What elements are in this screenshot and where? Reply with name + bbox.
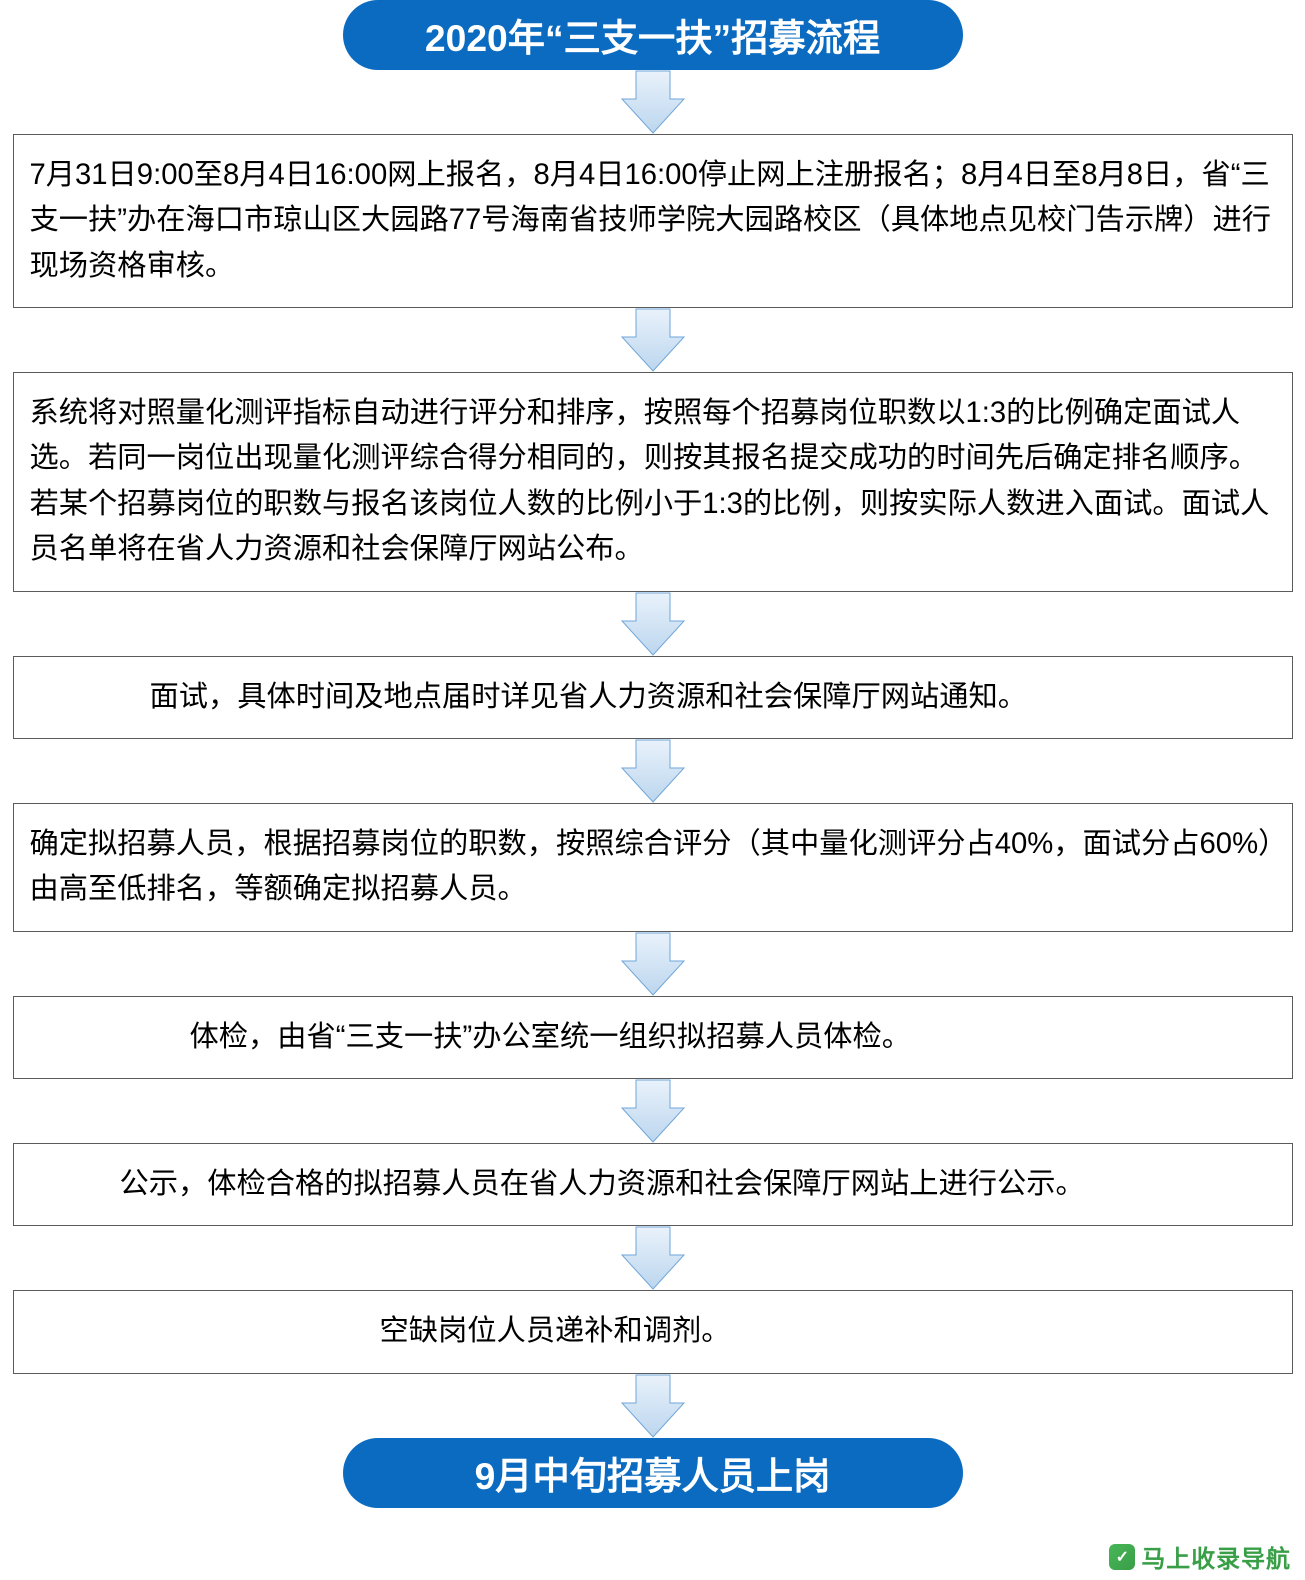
flow-arrow-down-icon (621, 932, 685, 996)
flow-step-6: 公示，体检合格的拟招募人员在省人力资源和社会保障厅网站上进行公示。 (13, 1143, 1293, 1226)
flow-title-pill-label: 2020年“三支一扶”招募流程 (425, 8, 880, 62)
watermark-logo-icon: ✓ (1109, 1544, 1135, 1570)
watermark-text: 马上收录导航 (1141, 1539, 1291, 1574)
flow-step-5-text: 体检，由省“三支一扶”办公室统一组织拟招募人员体检。 (30, 1015, 1276, 1060)
flow-step-2-text: 系统将对照量化测评指标自动进行评分和排序，按照每个招募岗位职数以1:3的比例确定… (30, 391, 1276, 572)
flow-arrow-down-icon (621, 1079, 685, 1143)
flow-step-1: 7月31日9:00至8月4日16:00网上报名，8月4日16:00停止网上注册报… (13, 134, 1293, 308)
flow-step-7: 空缺岗位人员递补和调剂。 (13, 1290, 1293, 1373)
flow-arrow-down-icon (621, 739, 685, 803)
flow-arrow-down-icon (621, 308, 685, 372)
flow-step-2: 系统将对照量化测评指标自动进行评分和排序，按照每个招募岗位职数以1:3的比例确定… (13, 372, 1293, 591)
flow-step-7-text: 空缺岗位人员递补和调剂。 (30, 1309, 1276, 1354)
flow-step-4-text: 确定拟招募人员，根据招募岗位的职数，按照综合评分（其中量化测评分占40%，面试分… (30, 822, 1276, 913)
page-root: 2020年“三支一扶”招募流程 7月31日9:00至8月4日16:00网上报名，8… (0, 0, 1305, 1580)
flow-title-pill: 2020年“三支一扶”招募流程 (343, 0, 963, 70)
flow-step-4: 确定拟招募人员，根据招募岗位的职数，按照综合评分（其中量化测评分占40%，面试分… (13, 803, 1293, 932)
flow-step-3-text: 面试，具体时间及地点届时详见省人力资源和社会保障厅网站通知。 (30, 675, 1276, 720)
flow-step-1-text: 7月31日9:00至8月4日16:00网上报名，8月4日16:00停止网上注册报… (30, 153, 1276, 289)
flow-arrow-down-icon (621, 592, 685, 656)
flowchart-column: 2020年“三支一扶”招募流程 7月31日9:00至8月4日16:00网上报名，8… (0, 0, 1305, 1508)
flow-step-3: 面试，具体时间及地点届时详见省人力资源和社会保障厅网站通知。 (13, 656, 1293, 739)
flow-footer-pill: 9月中旬招募人员上岗 (343, 1438, 963, 1508)
flow-arrow-down-icon (621, 1374, 685, 1438)
flow-arrow-down-icon (621, 70, 685, 134)
flow-footer-pill-label: 9月中旬招募人员上岗 (475, 1446, 831, 1500)
flow-step-6-text: 公示，体检合格的拟招募人员在省人力资源和社会保障厅网站上进行公示。 (30, 1162, 1276, 1207)
flow-arrow-down-icon (621, 1226, 685, 1290)
watermark: ✓ 马上收录导航 (1109, 1539, 1291, 1574)
flow-step-5: 体检，由省“三支一扶”办公室统一组织拟招募人员体检。 (13, 996, 1293, 1079)
